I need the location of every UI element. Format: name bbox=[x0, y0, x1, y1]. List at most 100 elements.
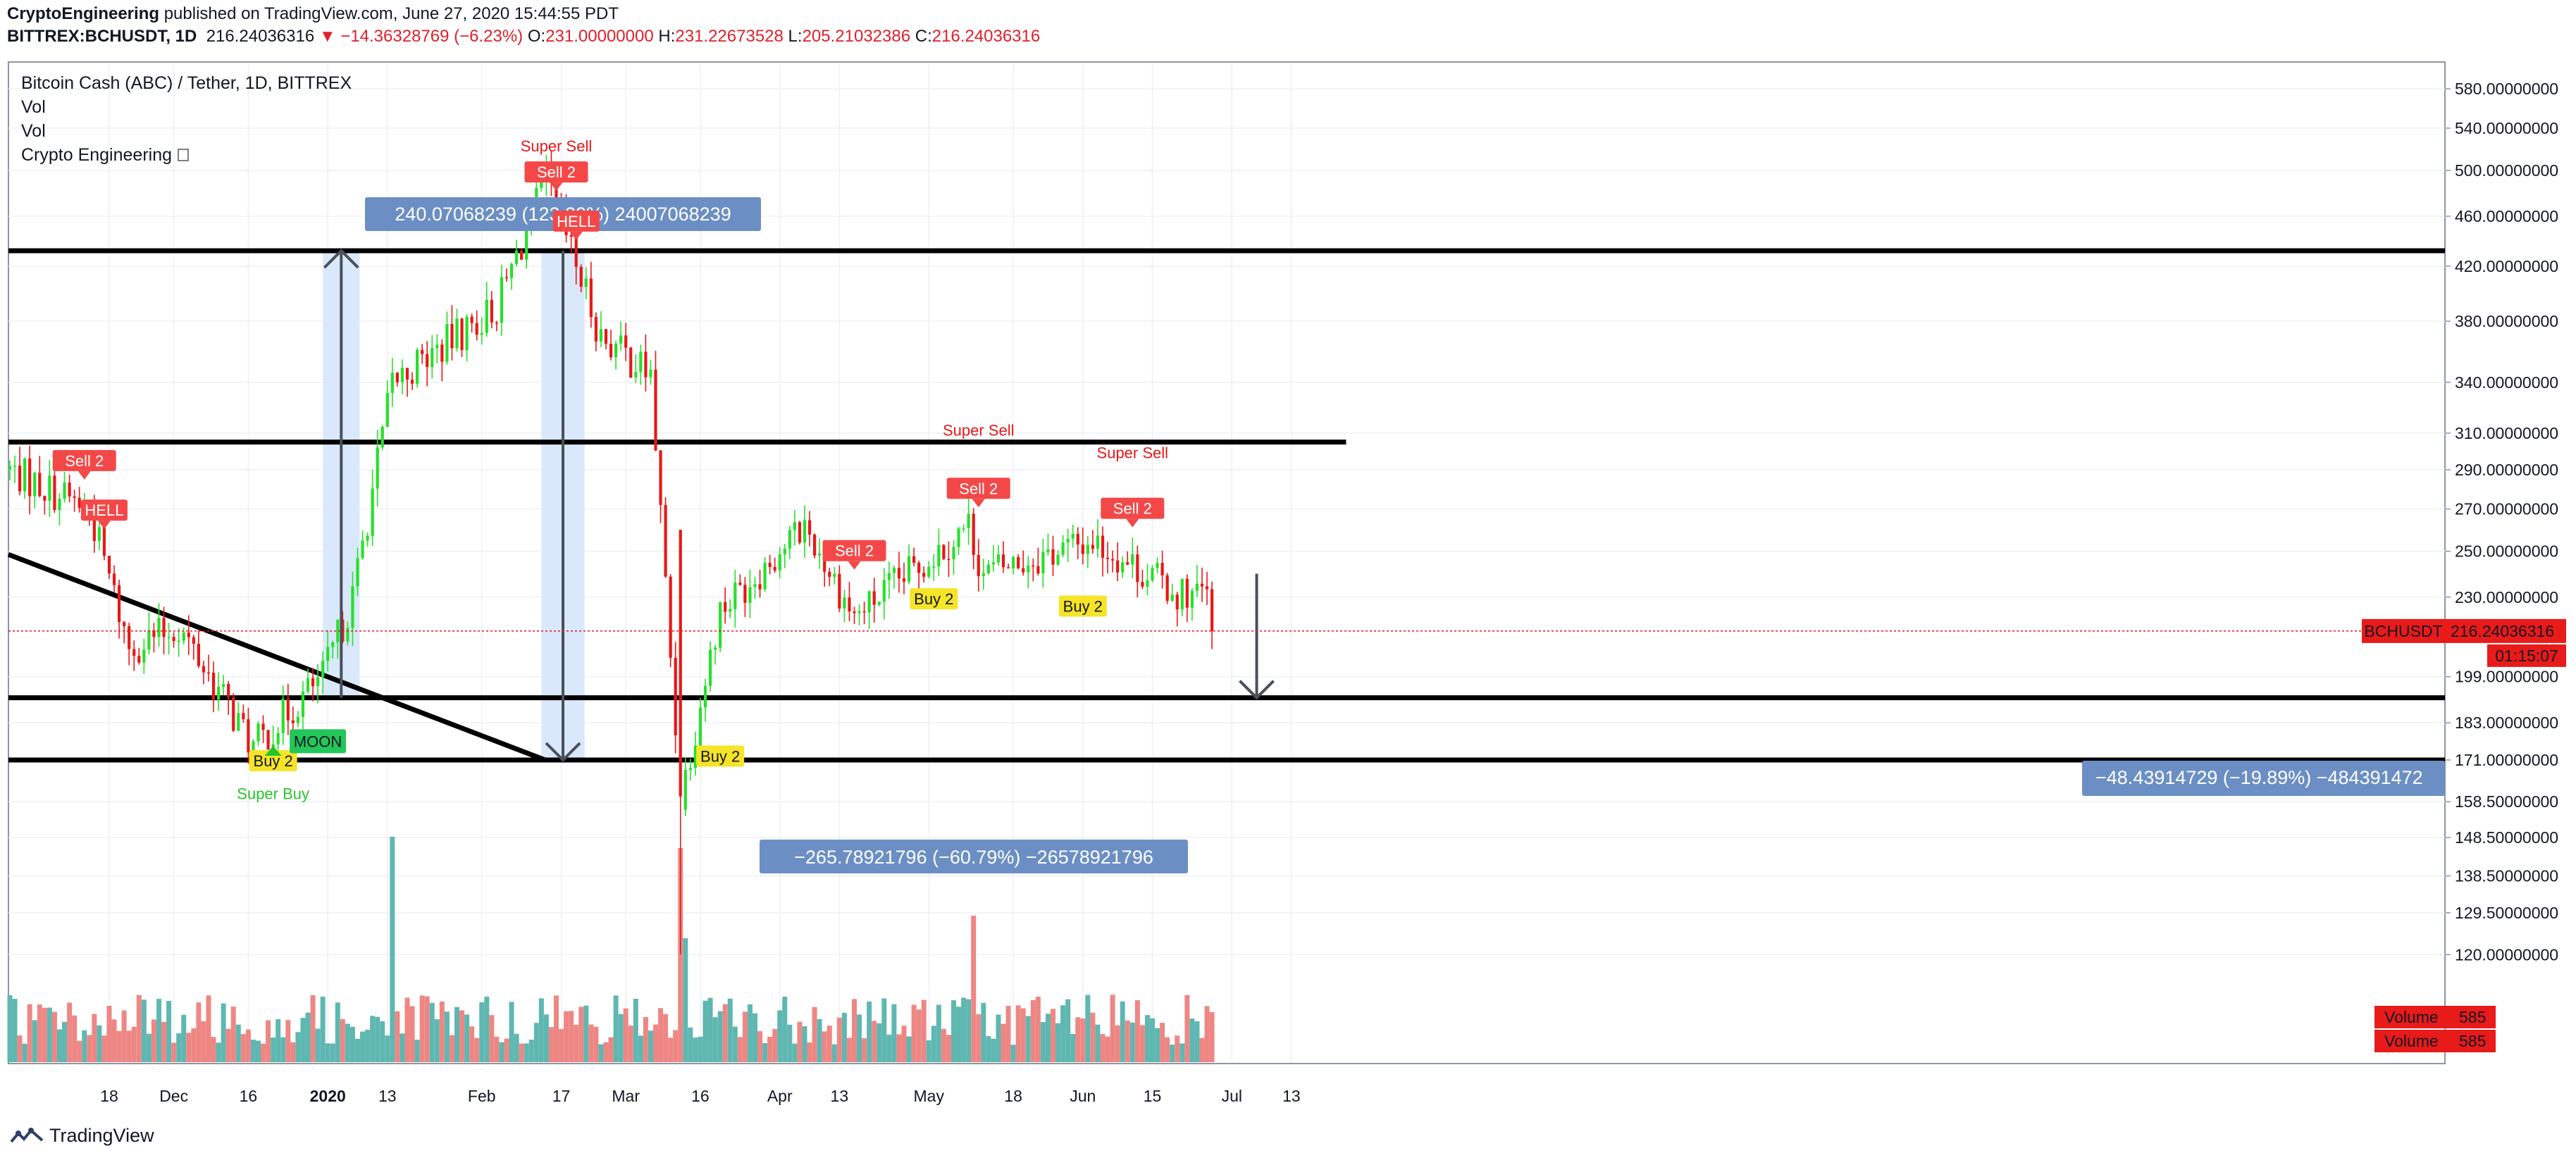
candle-body[interactable] bbox=[714, 647, 717, 650]
candle-body[interactable] bbox=[947, 559, 950, 561]
candle-body[interactable] bbox=[674, 657, 677, 735]
candle-body[interactable] bbox=[902, 578, 906, 582]
candle-body[interactable] bbox=[1121, 562, 1125, 573]
candle-body[interactable] bbox=[48, 475, 51, 501]
candle-body[interactable] bbox=[515, 250, 519, 264]
candle-body[interactable] bbox=[1091, 544, 1094, 549]
candle-body[interactable] bbox=[967, 513, 970, 528]
candle-body[interactable] bbox=[43, 496, 47, 501]
candle-body[interactable] bbox=[336, 619, 340, 642]
candle-body[interactable] bbox=[242, 713, 245, 720]
candle-body[interactable] bbox=[644, 351, 648, 378]
candle-body[interactable] bbox=[107, 556, 111, 574]
candle-body[interactable] bbox=[13, 466, 17, 467]
candle-body[interactable] bbox=[460, 318, 464, 350]
candle-body[interactable] bbox=[1175, 594, 1179, 610]
candle-body[interactable] bbox=[649, 369, 652, 378]
candle-body[interactable] bbox=[729, 609, 732, 612]
candle-body[interactable] bbox=[38, 473, 42, 497]
candle-body[interactable] bbox=[390, 373, 394, 393]
candle-body[interactable] bbox=[1200, 583, 1204, 587]
candle-body[interactable] bbox=[604, 329, 608, 344]
candle-body[interactable] bbox=[147, 630, 151, 650]
candle-body[interactable] bbox=[669, 576, 672, 658]
candle-body[interactable] bbox=[361, 540, 364, 559]
candle-body[interactable] bbox=[162, 618, 166, 637]
candle-body[interactable] bbox=[78, 497, 81, 509]
candle-body[interactable] bbox=[1022, 568, 1025, 573]
candle-body[interactable] bbox=[833, 573, 836, 577]
candle-body[interactable] bbox=[395, 373, 399, 382]
candle-body[interactable] bbox=[281, 699, 285, 734]
candle-body[interactable] bbox=[972, 513, 975, 555]
candle-body[interactable] bbox=[73, 496, 76, 498]
candle-body[interactable] bbox=[1106, 557, 1110, 559]
candle-body[interactable] bbox=[18, 466, 22, 492]
trendline[interactable] bbox=[7, 552, 547, 763]
candle-body[interactable] bbox=[887, 573, 891, 580]
candle-body[interactable] bbox=[1006, 567, 1010, 569]
candle-body[interactable] bbox=[296, 716, 299, 723]
candle-body[interactable] bbox=[490, 299, 493, 323]
candle-body[interactable] bbox=[708, 649, 712, 686]
candle-body[interactable] bbox=[1086, 544, 1089, 554]
candle-body[interactable] bbox=[475, 323, 478, 335]
candle-body[interactable] bbox=[698, 707, 702, 746]
candle-body[interactable] bbox=[435, 344, 439, 349]
candle-body[interactable] bbox=[509, 263, 514, 278]
candle-body[interactable] bbox=[768, 563, 772, 567]
candle-body[interactable] bbox=[346, 628, 349, 642]
candle-body[interactable] bbox=[202, 666, 206, 673]
candle-body[interactable] bbox=[1146, 580, 1149, 587]
candle-body[interactable] bbox=[629, 347, 633, 378]
candle-body[interactable] bbox=[877, 602, 881, 605]
candle-body[interactable] bbox=[495, 322, 498, 324]
candle-body[interactable] bbox=[664, 504, 667, 577]
candle-body[interactable] bbox=[758, 584, 762, 590]
candle-body[interactable] bbox=[1111, 559, 1115, 561]
candle-body[interactable] bbox=[724, 602, 727, 612]
candle-body[interactable] bbox=[102, 527, 106, 556]
candle-body[interactable] bbox=[574, 237, 578, 267]
candle-body[interactable] bbox=[247, 719, 250, 753]
candle-body[interactable] bbox=[1205, 586, 1209, 590]
candle-body[interactable] bbox=[1151, 568, 1154, 581]
candle-body[interactable] bbox=[385, 392, 389, 427]
candle-body[interactable] bbox=[53, 475, 56, 511]
candle-body[interactable] bbox=[1012, 556, 1015, 569]
candle-body[interactable] bbox=[316, 677, 320, 687]
candle-body[interactable] bbox=[1071, 533, 1075, 539]
candle-body[interactable] bbox=[525, 229, 528, 260]
candles[interactable] bbox=[8, 151, 1214, 955]
candle-body[interactable] bbox=[500, 277, 504, 323]
candle-body[interactable] bbox=[351, 586, 354, 628]
candle-body[interactable] bbox=[659, 450, 662, 505]
candle-body[interactable] bbox=[58, 499, 61, 511]
candle-body[interactable] bbox=[504, 277, 509, 278]
candle-body[interactable] bbox=[584, 278, 588, 287]
candle-body[interactable] bbox=[440, 344, 444, 362]
candle-body[interactable] bbox=[703, 685, 707, 708]
candle-body[interactable] bbox=[405, 368, 409, 380]
candle-body[interactable] bbox=[157, 618, 161, 637]
candle-body[interactable] bbox=[807, 520, 812, 535]
candle-body[interactable] bbox=[882, 580, 886, 602]
candle-body[interactable] bbox=[848, 597, 851, 612]
candle-body[interactable] bbox=[1046, 549, 1050, 552]
candle-body[interactable] bbox=[132, 649, 136, 656]
candle-body[interactable] bbox=[1001, 554, 1005, 568]
candle-body[interactable] bbox=[986, 564, 990, 573]
candle-body[interactable] bbox=[167, 637, 171, 638]
candle-body[interactable] bbox=[540, 181, 543, 188]
candle-body[interactable] bbox=[773, 566, 776, 571]
candle-body[interactable] bbox=[853, 611, 856, 613]
candle-body[interactable] bbox=[92, 511, 96, 542]
candle-body[interactable] bbox=[445, 324, 449, 362]
candle-body[interactable] bbox=[922, 573, 926, 577]
candle-body[interactable] bbox=[470, 316, 473, 323]
candle-body[interactable] bbox=[982, 573, 985, 577]
candle-body[interactable] bbox=[599, 329, 603, 342]
candle-body[interactable] bbox=[917, 563, 921, 573]
candle-body[interactable] bbox=[957, 528, 960, 547]
candle-body[interactable] bbox=[927, 566, 931, 577]
